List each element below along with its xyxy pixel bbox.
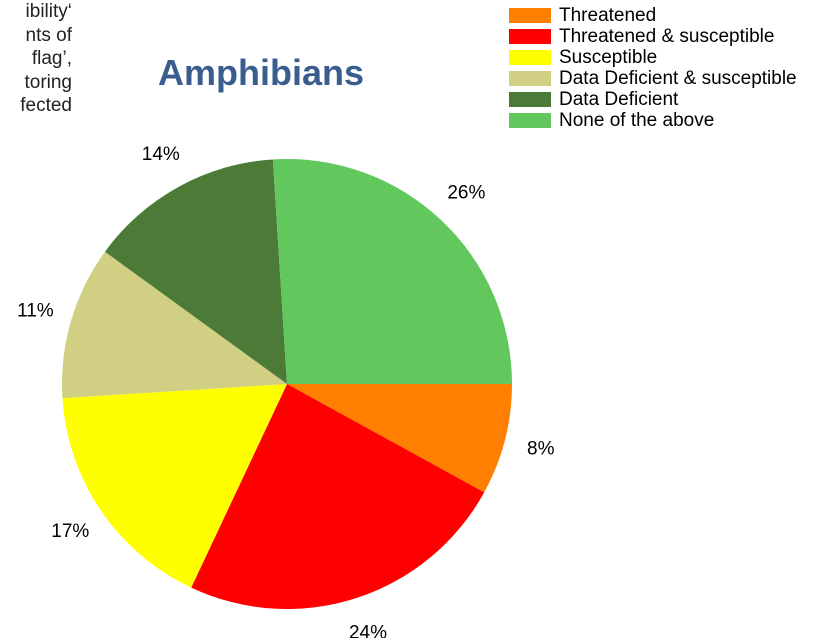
pie-slice (287, 384, 512, 493)
legend-label: Data Deficient & susceptible (559, 68, 797, 89)
slice-value-label: 11% (17, 300, 54, 321)
legend-label: Data Deficient (559, 89, 679, 110)
background-text-line: flag’, (31, 48, 72, 69)
legend-swatch (509, 29, 551, 44)
background-text-line: nts of (25, 24, 72, 46)
pie-slice (272, 159, 512, 384)
legend-swatch (509, 71, 551, 86)
legend-label: None of the above (559, 110, 715, 131)
pie-slice (62, 384, 287, 588)
slice-value-label: 24% (349, 623, 387, 638)
pie-slice (62, 251, 287, 399)
slice-value-label: 17% (51, 521, 89, 542)
background-text-line: toring (24, 71, 72, 93)
slice-value-label: 14% (142, 144, 180, 165)
slice-value-label: 8% (527, 439, 555, 460)
legend-swatch (509, 92, 551, 107)
pie-slice (191, 384, 485, 609)
background-text-fragment: ibility‘ nts of flag’, toring fected (0, 0, 72, 160)
legend-swatch (509, 50, 551, 65)
legend-label: Threatened & susceptible (559, 26, 775, 47)
chart-title: Amphibians (158, 52, 365, 93)
legend-label: Threatened (559, 5, 657, 26)
background-text-line: ibility‘ (25, 1, 72, 22)
legend-swatch (509, 8, 551, 23)
legend-swatch (509, 113, 551, 128)
background-text-line: fected (20, 95, 72, 116)
slice-value-label: 26% (447, 183, 485, 204)
pie-slice (104, 159, 287, 384)
legend-label: Susceptible (559, 47, 658, 68)
